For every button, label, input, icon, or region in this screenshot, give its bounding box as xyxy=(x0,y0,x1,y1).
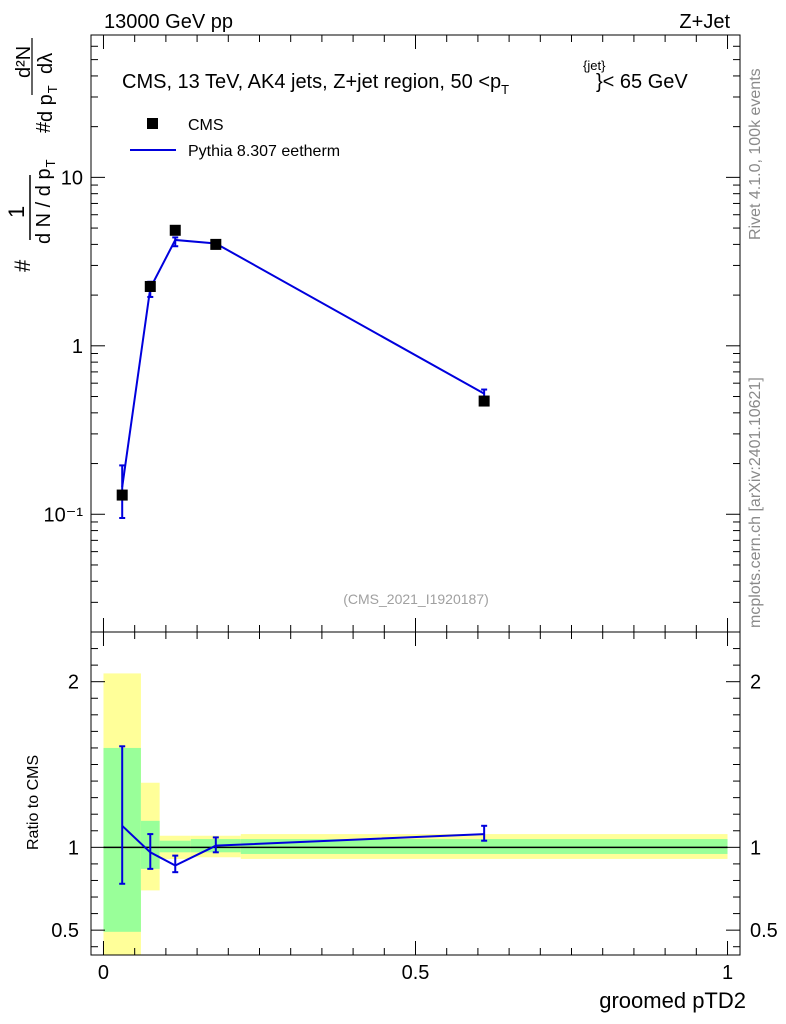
ratio-plot-panel: 2 2 1 1 0.5 0.5 0 0.5 1 xyxy=(51,631,778,984)
x-axis-label: groomed pTD2 xyxy=(599,988,746,1013)
title-subscript: T xyxy=(501,82,509,97)
cms-data-point xyxy=(478,395,490,407)
ratio-y-tick-label-right: 1 xyxy=(750,837,761,859)
rivet-version-label: Rivet 4.1.0, 100k events xyxy=(747,68,764,240)
x-tick-label: 0.5 xyxy=(402,962,430,984)
ylabel-d2n: d²N xyxy=(13,46,35,78)
ratio-y-tick-label-right: 2 xyxy=(750,672,761,694)
ratio-y-tick-label: 1 xyxy=(68,837,79,859)
ratio-y-tick-label: 2 xyxy=(68,672,79,694)
main-y-tick-label: 10⁻¹ xyxy=(44,504,84,526)
ylabel-hash-2: # xyxy=(33,121,55,133)
pythia-line xyxy=(121,238,485,488)
chart-title: CMS, 13 TeV, AK4 jets, Z+jet region, 50 … xyxy=(122,71,509,97)
ratio-y-axis-label: Ratio to CMS xyxy=(25,755,42,850)
ylabel-dpt: d pT xyxy=(35,85,60,122)
ylabel-denominator: d N / d pT xyxy=(33,159,58,244)
cms-uncertainty-band-inner xyxy=(159,840,191,853)
main-y-tick-label: 1 xyxy=(72,336,83,358)
main-y-tick-label: 10 xyxy=(61,167,83,189)
title-main: CMS, 13 TeV, AK4 jets, Z+jet region, 50 … xyxy=(122,71,501,93)
title-superscript: {jet} xyxy=(583,58,606,73)
main-y-axis-label: # 1 d N / d pT # d²N d pT dλ xyxy=(4,38,60,272)
title-end: }< 65 GeV xyxy=(596,71,688,93)
x-tick-label: 1 xyxy=(722,962,733,984)
cms-data-point xyxy=(144,280,156,292)
analysis-id-watermark: (CMS_2021_I1920187) xyxy=(343,591,489,607)
legend-cms-marker xyxy=(147,118,158,129)
x-tick-label: 0 xyxy=(98,962,109,984)
main-plot-panel: CMS, 13 TeV, AK4 jets, Z+jet region, 50 … xyxy=(44,34,741,633)
cms-data-point xyxy=(169,224,181,236)
site-label: mcplots.cern.ch [arXiv:2401.10621] xyxy=(747,377,764,628)
ratio-plot-frame xyxy=(90,631,741,956)
legend-cms-label: CMS xyxy=(188,117,224,134)
ylabel-dlambda: dλ xyxy=(35,53,57,74)
ratio-y-tick-label-right: 0.5 xyxy=(750,920,778,942)
ylabel-hash-1: # xyxy=(10,259,35,272)
energy-label: 13000 GeV pp xyxy=(104,11,233,33)
cms-data-point xyxy=(210,238,222,250)
process-label: Z+Jet xyxy=(679,11,730,33)
legend-pythia-label: Pythia 8.307 eetherm xyxy=(188,143,340,160)
ylabel-one: 1 xyxy=(4,206,29,218)
cms-data-point xyxy=(116,489,128,501)
cms-uncertainty-band-inner xyxy=(240,839,728,854)
ratio-y-tick-label: 0.5 xyxy=(51,920,79,942)
